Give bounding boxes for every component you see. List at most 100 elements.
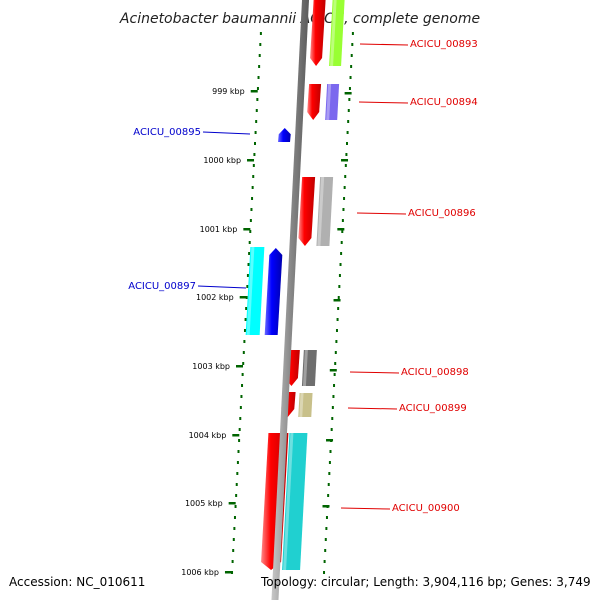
- gene-acicu-00894-feature-shine: [326, 84, 332, 120]
- gene-acicu-00899-feature[interactable]: [298, 393, 313, 417]
- track-dot-left: [252, 175, 255, 178]
- track-dot-left: [246, 274, 249, 277]
- gene-acicu-00898-label[interactable]: ACICU_00898: [401, 367, 469, 378]
- gene-labels: ACICU_00893 ACICU_00894 ACICU_00895 ACICU_0…: [128, 39, 477, 514]
- track-dot-right: [340, 241, 343, 244]
- track-dot-right: [327, 494, 330, 497]
- track-dot-left: [242, 362, 245, 365]
- track-dot-right: [351, 43, 354, 46]
- track-dot-left: [249, 219, 252, 222]
- track-dot-right: [328, 461, 331, 464]
- track-dot-left: [232, 549, 235, 552]
- track-dot-left: [245, 296, 248, 299]
- track-dot-right: [328, 472, 331, 475]
- gene-acicu-00896-label[interactable]: ACICU_00896: [408, 208, 476, 219]
- gene-acicu-00894-feature[interactable]: [325, 84, 340, 120]
- track-dot-left: [254, 131, 257, 134]
- track-dot-left: [234, 505, 237, 508]
- track-dot-right: [347, 109, 350, 112]
- gene-acicu-00897-label[interactable]: ACICU_00897: [128, 281, 196, 292]
- gene-acicu-00897-cds-arrow[interactable]: [264, 248, 283, 335]
- track-dot-left: [232, 538, 235, 541]
- track-dot-right: [344, 175, 347, 178]
- track-dot-right: [347, 120, 350, 123]
- track-dot-right: [333, 373, 336, 376]
- track-dot-right: [334, 362, 337, 365]
- gene-acicu-00894-label[interactable]: ACICU_00894: [410, 97, 478, 108]
- track-dot-right: [343, 197, 346, 200]
- scale-tick-minor: [326, 439, 334, 442]
- scale-tick-label: 1006 kbp: [181, 568, 219, 577]
- gene-acicu-00893-cds-arrow[interactable]: [310, 0, 326, 66]
- track-dot-left: [238, 428, 241, 431]
- track-dot-left: [242, 351, 245, 354]
- scale-tick-minor: [344, 92, 352, 95]
- track-dot-left: [238, 439, 241, 442]
- track-dot-right: [323, 560, 326, 563]
- track-dot-right: [350, 65, 353, 68]
- gene-acicu-00895-cds-arrow[interactable]: [278, 128, 291, 142]
- scale-tick-minor: [322, 505, 330, 508]
- gene-acicu-00896-cds-arrow[interactable]: [298, 177, 316, 246]
- track-dot-left: [241, 373, 244, 376]
- track-dot-left: [255, 109, 258, 112]
- gene-acicu-00899-feature-shine: [299, 393, 304, 417]
- gene-acicu-00900-label[interactable]: ACICU_00900: [392, 503, 460, 514]
- gene-acicu-00896-leader-line: [356, 212, 407, 215]
- scale-tick-minor: [337, 228, 345, 231]
- track-dot-left: [235, 494, 238, 497]
- track-dot-left: [259, 32, 262, 35]
- track-dot-right: [336, 318, 339, 321]
- track-dot-left: [235, 483, 238, 486]
- gene-acicu-00896-feature[interactable]: [316, 177, 334, 246]
- scale-tick: [243, 228, 251, 231]
- scale-tick-minor: [333, 299, 341, 302]
- gene-acicu-00899-leader-line: [347, 407, 398, 410]
- track-dot-right: [337, 296, 340, 299]
- gene-acicu-00894-cds-arrow[interactable]: [307, 84, 322, 120]
- gene-acicu-00897-feature-shine: [246, 247, 255, 335]
- track-dot-left: [254, 142, 256, 145]
- track-dot-right: [327, 483, 330, 486]
- gene-acicu-00894-leader-line: [358, 101, 409, 104]
- gene-acicu-00899-label[interactable]: ACICU_00899: [399, 403, 467, 414]
- scale-tick: [232, 434, 240, 437]
- track-dot-right: [342, 208, 345, 211]
- track-dot-right: [341, 230, 344, 233]
- track-dot-left: [239, 417, 242, 420]
- backbone-bar: [271, 0, 309, 600]
- scale-tick-label: 1002 kbp: [196, 293, 234, 302]
- track-dot-right: [344, 164, 347, 167]
- scale-tick-label: 1001 kbp: [200, 225, 238, 234]
- track-dot-left: [255, 120, 258, 123]
- gene-acicu-00895-label[interactable]: ACICU_00895: [133, 127, 201, 138]
- track-dot-left: [245, 307, 248, 310]
- scale-tick: [250, 90, 258, 93]
- track-dot-right: [335, 340, 338, 343]
- gene-acicu-00893-label[interactable]: ACICU_00893: [410, 39, 478, 50]
- gene-acicu-00900-feature[interactable]: [282, 433, 308, 570]
- gene-acicu-00893-feature[interactable]: [329, 0, 345, 66]
- track-dot-left: [248, 241, 251, 244]
- track-dot-right: [349, 76, 352, 79]
- track-dot-left: [252, 164, 255, 167]
- gene-acicu-00898-feature-shine: [302, 350, 308, 386]
- track-dot-left: [247, 263, 250, 266]
- gene-acicu-00897-feature[interactable]: [245, 247, 265, 335]
- scale-tick: [236, 365, 243, 368]
- scale-tick: [224, 571, 232, 574]
- gene-acicu-00893-leader-line: [359, 43, 409, 46]
- scale-tick-label: 1000 kbp: [203, 156, 241, 165]
- track-dot-right: [346, 142, 348, 145]
- track-dot-left: [243, 329, 246, 332]
- track-dot-right: [333, 384, 336, 387]
- track-dot-left: [256, 87, 259, 90]
- gene-acicu-00898-feature[interactable]: [301, 350, 317, 386]
- track-dot-right: [346, 131, 349, 134]
- scale-tick-label: 999 kbp: [212, 87, 245, 96]
- scale-tick: [239, 296, 247, 299]
- track-dot-right: [331, 417, 334, 420]
- track-dot-left: [244, 318, 247, 321]
- map-title: Acinetobacter baumannii ACICU, complete …: [119, 11, 480, 27]
